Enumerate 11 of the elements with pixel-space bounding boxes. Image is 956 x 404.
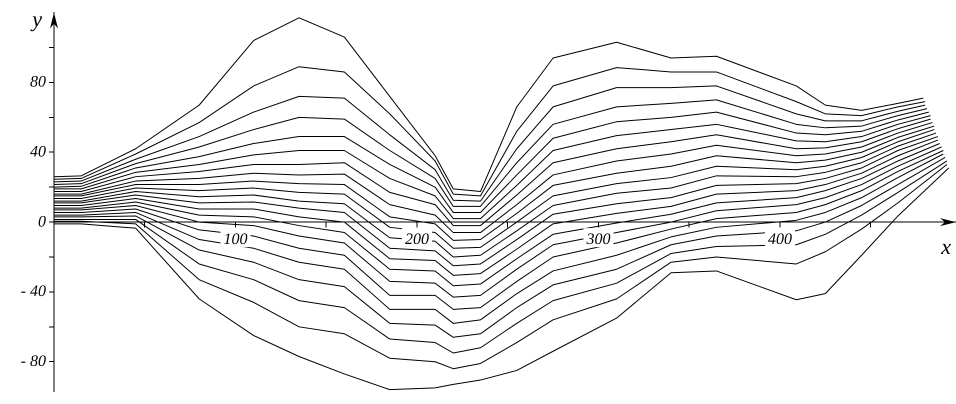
x-tick-label: 200 — [404, 230, 429, 248]
y-tick-label: - 40 — [20, 283, 46, 300]
x-tick-label: 400 — [768, 230, 792, 248]
y-tick-label: 0 — [38, 213, 46, 230]
y-tick-label: 80 — [30, 74, 46, 91]
y-axis-title: y — [30, 6, 42, 32]
x-tick-label: 300 — [585, 230, 610, 248]
x-axis-title: x — [940, 234, 952, 260]
y-tick-label: - 80 — [20, 352, 46, 370]
x-tick-label: 100 — [223, 230, 248, 248]
y-tick-label: 40 — [30, 143, 46, 160]
